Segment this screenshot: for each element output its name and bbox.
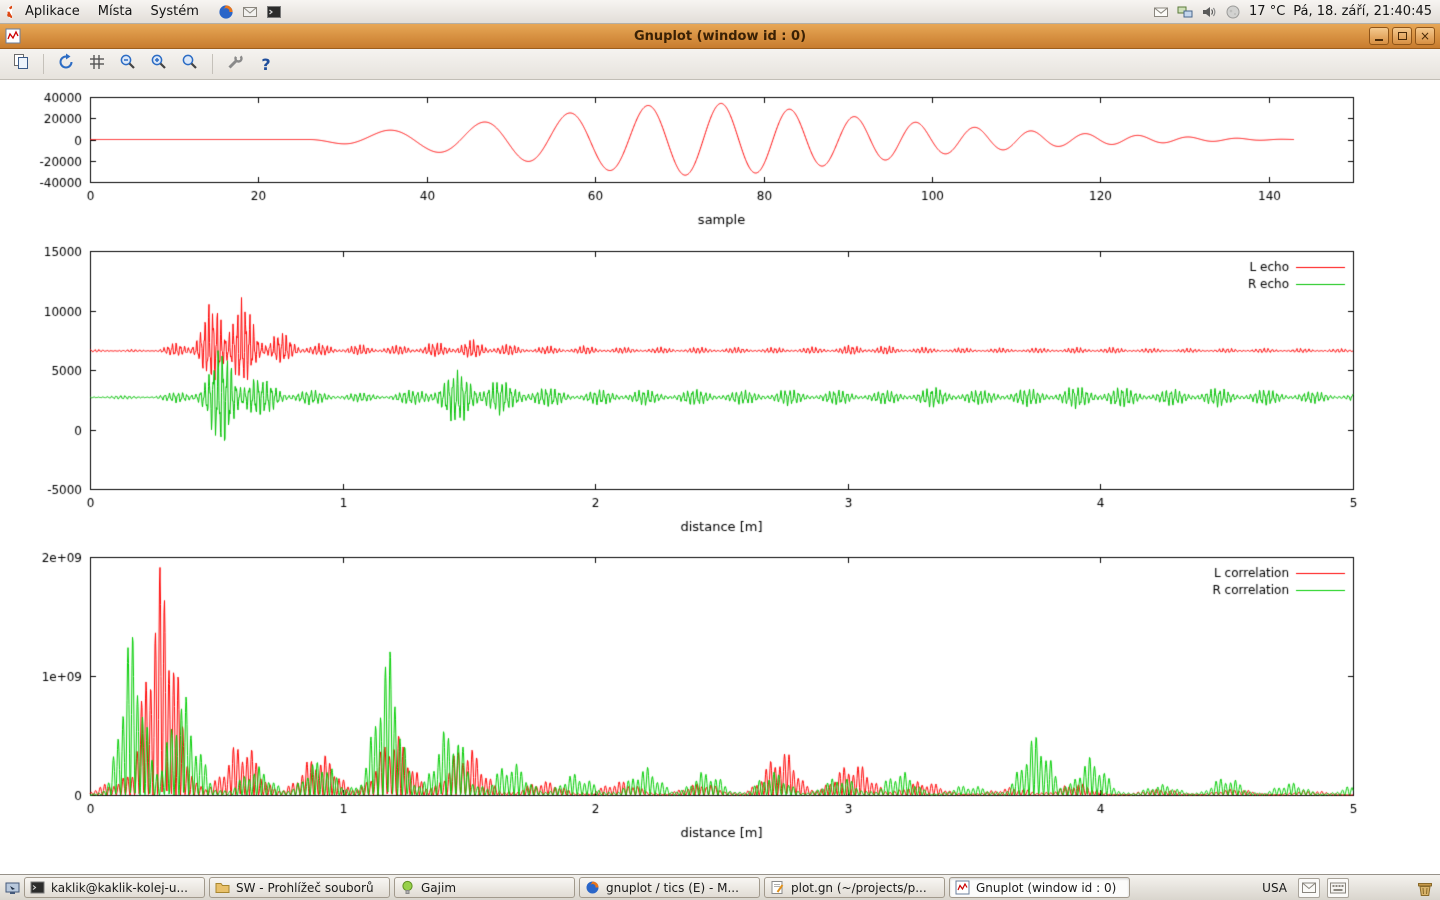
terminal-icon[interactable] (266, 4, 282, 20)
menu-system[interactable]: Systém (141, 0, 207, 23)
close-button[interactable]: × (1415, 27, 1435, 45)
sample-waveform-chart[interactable] (0, 88, 1440, 240)
gnuplot-icon (955, 880, 971, 896)
gnuplot-window-icon (5, 28, 21, 44)
config-wrench-icon (226, 53, 244, 75)
close-icon: × (1419, 29, 1431, 43)
volume-icon[interactable] (1201, 4, 1217, 20)
copy-button[interactable] (8, 51, 34, 77)
config-button[interactable] (222, 51, 248, 77)
zoom-next-icon (150, 53, 168, 75)
mail-icon[interactable] (242, 4, 258, 20)
menu-places[interactable]: Místa (89, 0, 142, 23)
menu-applications-label: Aplikace (25, 4, 80, 19)
copy-icon (12, 53, 30, 75)
zoom-previous-icon (119, 53, 137, 75)
task-button-file-manager[interactable]: SW - Prohlížeč souborů (209, 877, 390, 898)
grid-toggle-button[interactable] (84, 51, 110, 77)
task-label: Gajim (421, 880, 457, 895)
gnome-taskbar: kaklik@kaklik-kolej-u... SW - Prohlížeč … (0, 874, 1440, 900)
task-label: gnuplot / tics (E) - M... (606, 880, 739, 895)
minimize-icon (1375, 39, 1383, 41)
task-label: plot.gn (~/projects/p... (791, 880, 927, 895)
menu-applications[interactable]: Aplikace (16, 0, 89, 23)
firefox-icon[interactable] (218, 4, 234, 20)
keyboard-layout-indicator[interactable]: USA (1262, 880, 1287, 895)
task-button-editor[interactable]: plot.gn (~/projects/p... (764, 877, 945, 898)
window-titlebar[interactable]: Gnuplot (window id : 0) × (0, 24, 1440, 49)
window-controls: × (1369, 27, 1435, 45)
correlation-chart[interactable] (0, 545, 1440, 858)
terminal-icon (30, 880, 46, 896)
clock-label[interactable]: Pá, 18. září, 21:40:45 (1293, 4, 1432, 19)
mail-tray-icon[interactable] (1153, 4, 1169, 20)
task-button-terminal[interactable]: kaklik@kaklik-kolej-u... (24, 877, 205, 898)
firefox-icon (585, 880, 601, 896)
zoom-all-icon (181, 53, 199, 75)
zoom-next-button[interactable] (146, 51, 172, 77)
network-icon[interactable] (1177, 4, 1193, 20)
task-label: kaklik@kaklik-kolej-u... (51, 880, 188, 895)
text-editor-icon (770, 880, 786, 896)
task-button-firefox[interactable]: gnuplot / tics (E) - M... (579, 877, 760, 898)
temperature-label[interactable]: 17 °C (1249, 4, 1286, 19)
menu-system-label: Systém (150, 4, 199, 19)
panel-launchers (218, 4, 282, 20)
taskbar-tray: USA (1258, 877, 1436, 898)
replot-button[interactable] (53, 51, 79, 77)
minimize-button[interactable] (1369, 27, 1389, 45)
zoom-previous-button[interactable] (115, 51, 141, 77)
mail-tray-icon[interactable] (1298, 877, 1320, 898)
gnuplot-plot-area (0, 80, 1440, 874)
trash-icon[interactable] (1416, 880, 1432, 896)
maximize-button[interactable] (1392, 27, 1412, 45)
ubuntu-logo-icon[interactable] (0, 4, 16, 20)
echo-signals-chart[interactable] (0, 240, 1440, 545)
gnuplot-toolbar: ? (0, 49, 1440, 80)
moon-icon[interactable] (1225, 4, 1241, 20)
task-button-gajim[interactable]: Gajim (394, 877, 575, 898)
panel-tray: 17 °C Pá, 18. září, 21:40:45 (1153, 4, 1440, 20)
help-icon: ? (261, 54, 271, 74)
task-label: SW - Prohlížeč souborů (236, 880, 374, 895)
show-desktop-icon[interactable] (4, 880, 20, 896)
gajim-icon (400, 880, 416, 896)
toolbar-separator (212, 54, 213, 74)
toolbar-separator (43, 54, 44, 74)
window-title: Gnuplot (window id : 0) (633, 28, 807, 44)
file-manager-icon (215, 880, 231, 896)
task-button-gnuplot[interactable]: Gnuplot (window id : 0) (949, 877, 1130, 898)
maximize-icon (1397, 32, 1407, 40)
zoom-all-button[interactable] (177, 51, 203, 77)
gnome-top-panel: Aplikace Místa Systém 17 °C Pá, 18. září… (0, 0, 1440, 24)
menu-places-label: Místa (97, 4, 133, 19)
grid-icon (88, 53, 106, 75)
refresh-icon (57, 53, 75, 75)
task-label: Gnuplot (window id : 0) (976, 880, 1117, 895)
help-button[interactable]: ? (253, 51, 279, 77)
keyboard-icon[interactable] (1327, 877, 1349, 898)
